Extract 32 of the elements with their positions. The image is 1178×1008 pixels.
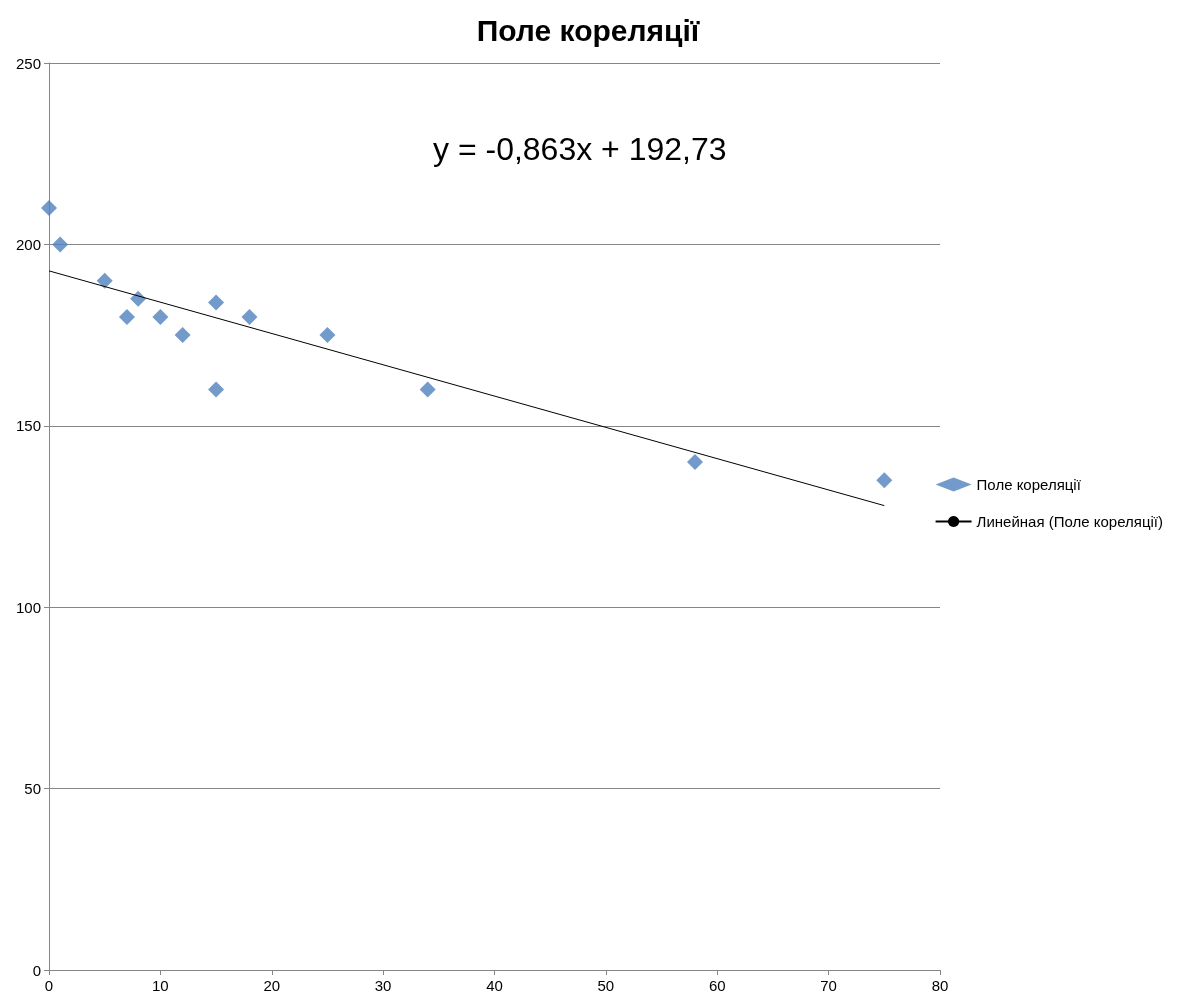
point: [96, 272, 113, 289]
y-tick-label: 100: [15, 598, 41, 616]
x-tick-label: 70: [820, 977, 837, 994]
point: [208, 381, 225, 398]
chart-title: Поле кореляції: [476, 13, 700, 47]
point: [208, 294, 225, 311]
y-tick-label: 0: [32, 961, 41, 979]
annotation: y = -0,863x + 192,73: [433, 131, 727, 167]
point: [686, 454, 703, 471]
x-tick-label: 10: [152, 977, 169, 994]
y-tick-label: 50: [24, 780, 41, 798]
x-tick-label: 0: [44, 977, 54, 994]
x-tick-label: 80: [931, 977, 949, 994]
point: [174, 327, 191, 344]
point: [419, 381, 436, 398]
legend-label: Поле кореляції: [976, 476, 1082, 493]
point: [41, 200, 57, 217]
legend-label: Линейная (Поле кореляції): [976, 513, 1164, 530]
x-tick-label: 60: [708, 977, 726, 994]
y-tick-label: 200: [15, 235, 41, 253]
point: [876, 472, 893, 489]
point: [52, 236, 69, 253]
point: [319, 327, 336, 344]
x-tick-label: 50: [597, 977, 615, 994]
point: [118, 308, 135, 325]
point: [152, 308, 169, 325]
y-tick-label: 250: [15, 54, 41, 72]
x-tick-label: 20: [263, 977, 281, 994]
x-tick-label: 30: [374, 977, 392, 994]
y-tick-label: 150: [15, 417, 41, 435]
point: [241, 308, 258, 325]
x-tick-label: 40: [486, 977, 503, 994]
